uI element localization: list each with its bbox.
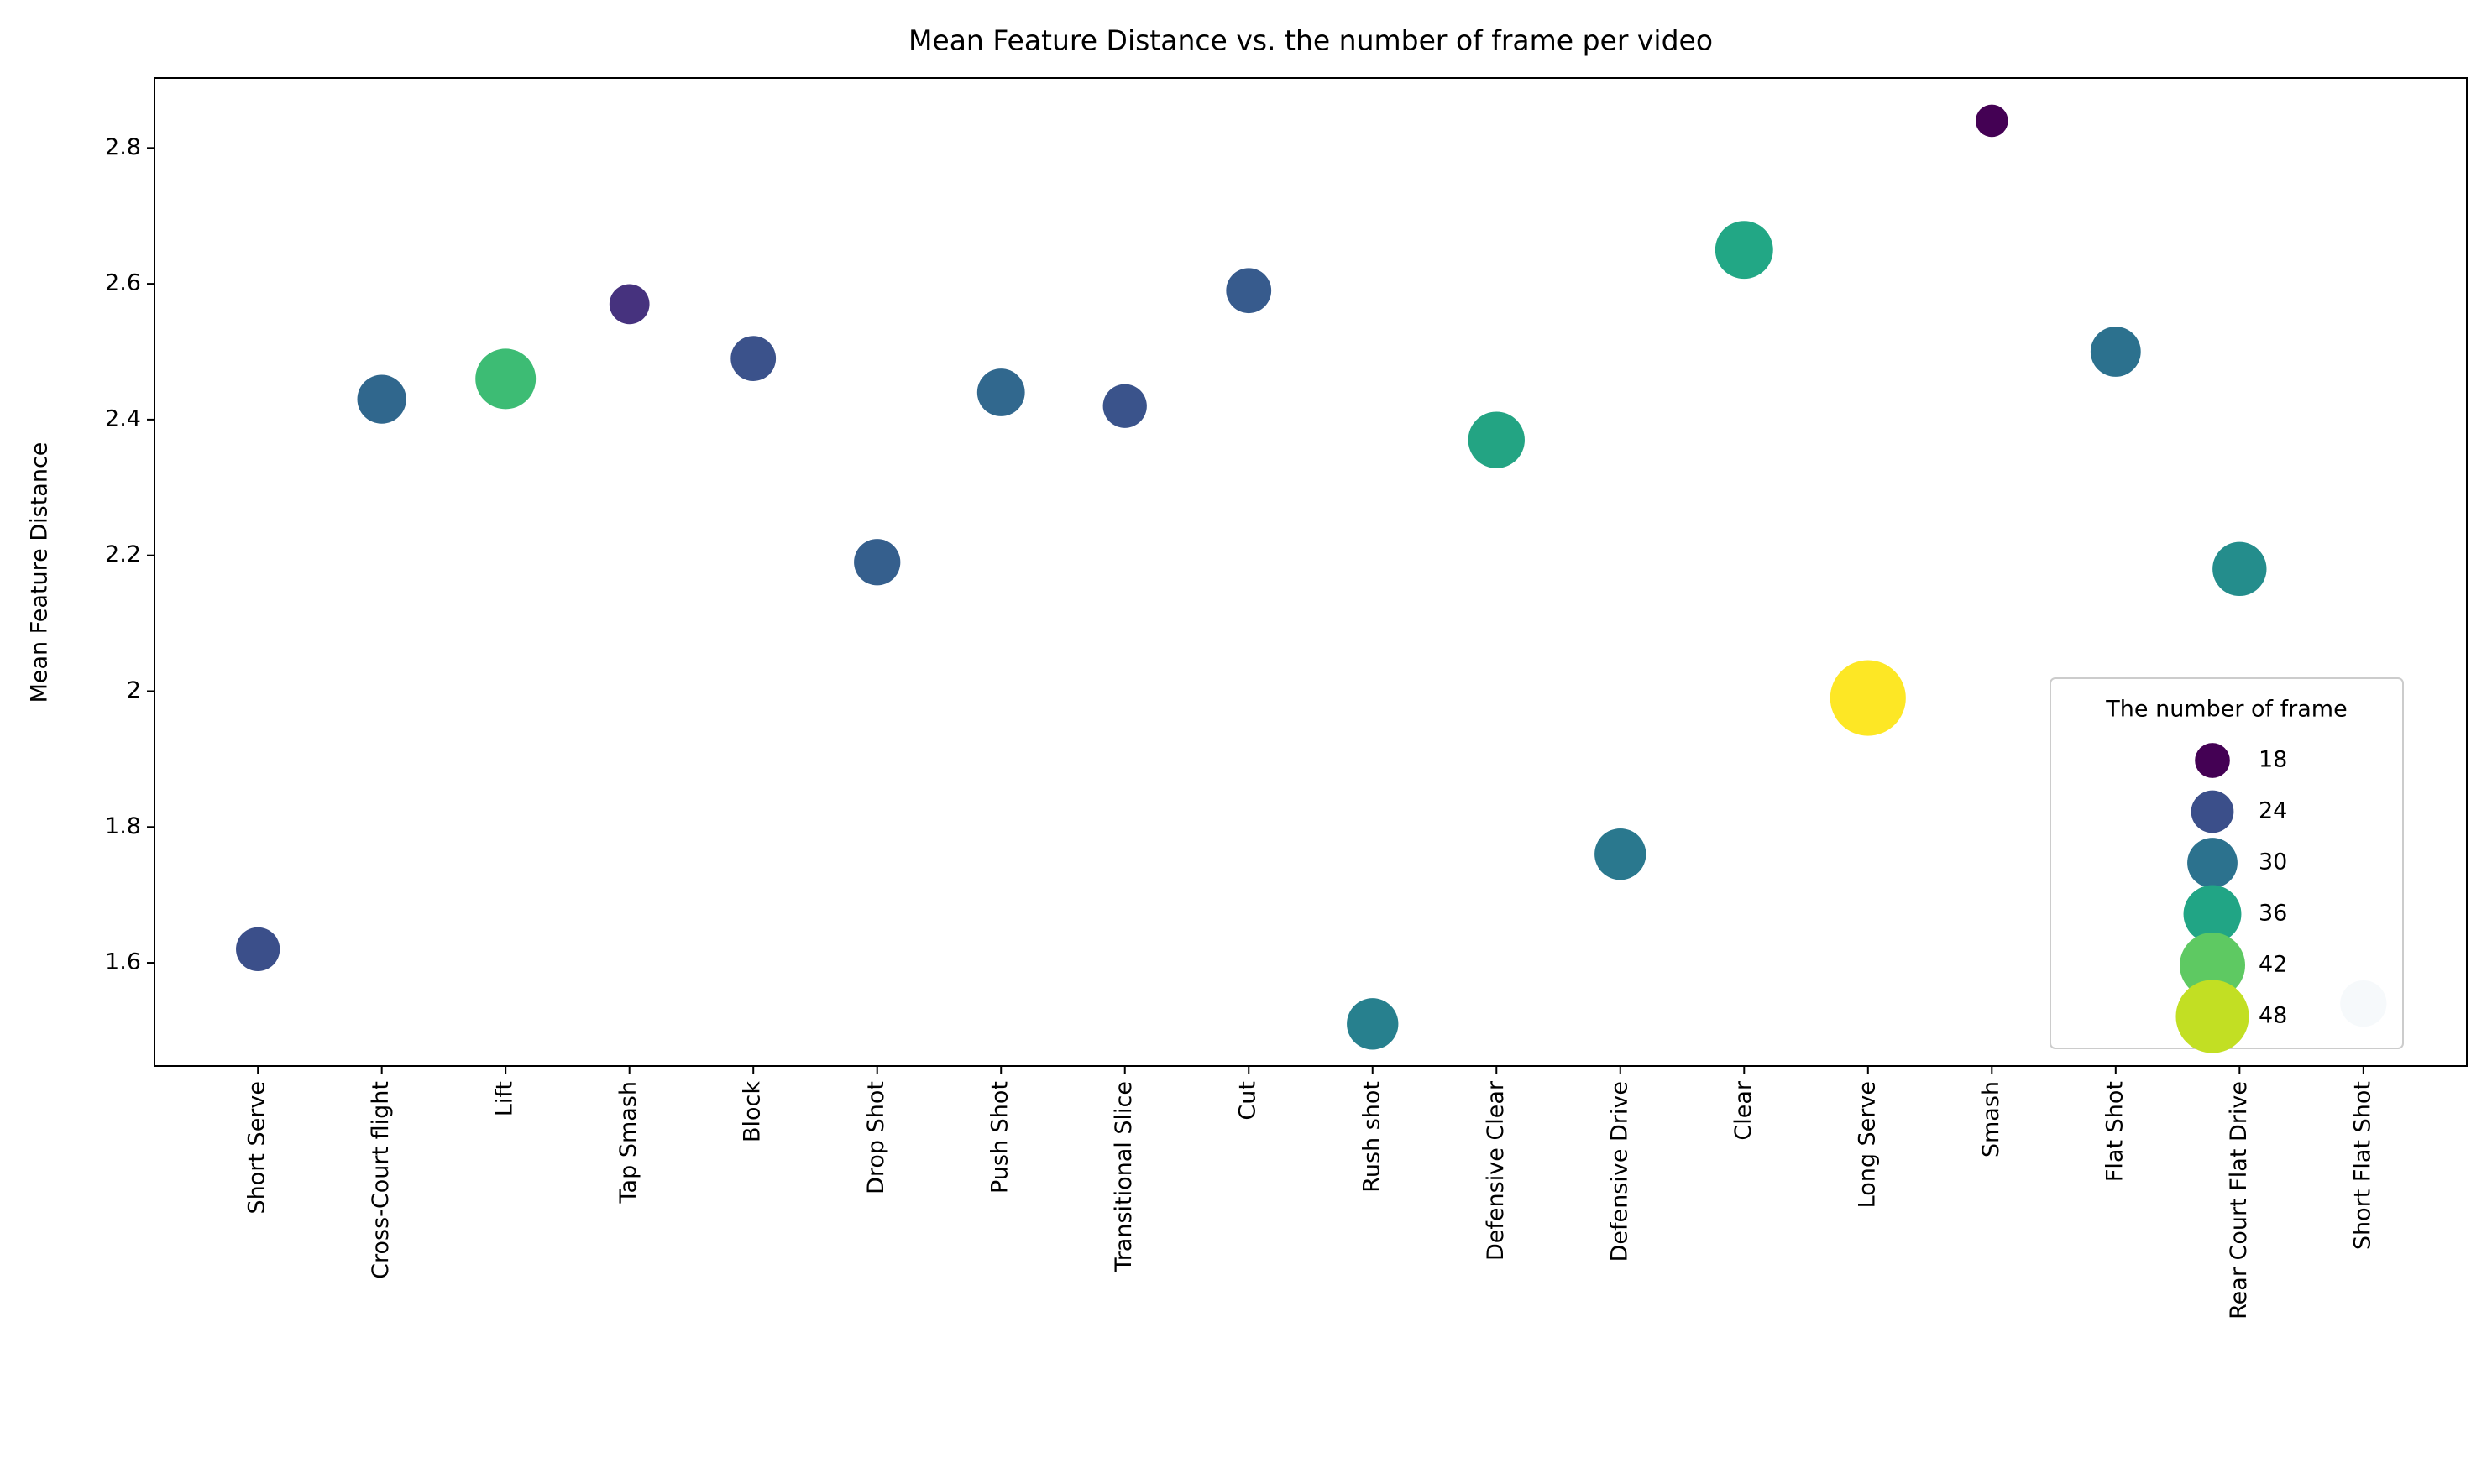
bubble xyxy=(2090,327,2141,377)
bubble xyxy=(1830,660,1906,736)
bubble xyxy=(854,539,901,586)
legend-marker xyxy=(2183,885,2242,943)
legend-marker xyxy=(2187,838,2238,888)
legend-marker xyxy=(2175,980,2249,1053)
x-tick-label: Cut xyxy=(1235,1081,1261,1121)
x-tick-label: Short Serve xyxy=(244,1081,270,1214)
bubble xyxy=(1226,268,1272,314)
x-tick-label: Rush shot xyxy=(1359,1081,1385,1193)
bubble xyxy=(1468,411,1525,468)
y-tick-label: 2.4 xyxy=(105,405,141,431)
x-tick-label: Cross-Court flight xyxy=(368,1081,394,1279)
x-tick-label: Flat Shot xyxy=(2102,1081,2128,1182)
axes-frame xyxy=(154,77,2468,1067)
bubble xyxy=(1715,221,1773,280)
legend-marker xyxy=(2191,790,2234,833)
x-tick-label: Lift xyxy=(492,1081,518,1116)
y-tick-label: 1.6 xyxy=(105,949,141,975)
legend-marker xyxy=(2195,743,2230,778)
legend-marker xyxy=(2180,933,2245,998)
y-tick-label: 2.2 xyxy=(105,541,141,567)
x-tick-label: Rear Court Flat Drive xyxy=(2226,1081,2252,1319)
x-tick-label: Long Serve xyxy=(1854,1081,1880,1208)
y-tick-label: 2 xyxy=(127,677,141,703)
bubble xyxy=(1102,384,1147,428)
y-axis-label: Mean Feature Distance xyxy=(27,442,53,703)
chart-title: Mean Feature Distance vs. the number of … xyxy=(908,24,1713,57)
legend-label: 42 xyxy=(2259,952,2287,978)
bubble xyxy=(475,348,537,410)
legend-label: 18 xyxy=(2259,747,2287,773)
x-tick-label: Block xyxy=(740,1081,766,1142)
x-tick-label: Tap Smash xyxy=(615,1081,641,1204)
bubble xyxy=(2212,541,2267,597)
x-tick-label: Smash xyxy=(1978,1081,2004,1157)
y-tick-label: 2.6 xyxy=(105,270,141,296)
legend-label: 24 xyxy=(2259,798,2287,824)
y-tick-label: 2.8 xyxy=(105,134,141,160)
x-tick-label: Drop Shot xyxy=(863,1081,889,1194)
x-tick-label: Clear xyxy=(1730,1080,1756,1141)
bubble xyxy=(609,284,650,325)
x-tick-label: Short Flat Shot xyxy=(2349,1081,2375,1250)
x-tick-label: Defensive Drive xyxy=(1606,1081,1632,1262)
x-tick-label: Push Shot xyxy=(987,1081,1013,1194)
bubble xyxy=(1347,998,1399,1050)
bubble xyxy=(1594,828,1646,880)
bubble xyxy=(236,927,280,971)
x-tick-label: Transitional Slice xyxy=(1111,1081,1137,1272)
legend-label: 48 xyxy=(2259,1003,2287,1029)
bubble xyxy=(976,368,1025,416)
x-tick-label: Defensive Clear xyxy=(1483,1080,1509,1261)
bubble xyxy=(730,336,777,381)
y-tick-label: 1.8 xyxy=(105,813,141,839)
legend-label: 36 xyxy=(2259,901,2287,927)
bubble xyxy=(357,374,406,424)
bubble xyxy=(1975,104,2008,138)
legend-title: The number of frame xyxy=(2105,697,2347,723)
legend-label: 30 xyxy=(2259,849,2287,875)
